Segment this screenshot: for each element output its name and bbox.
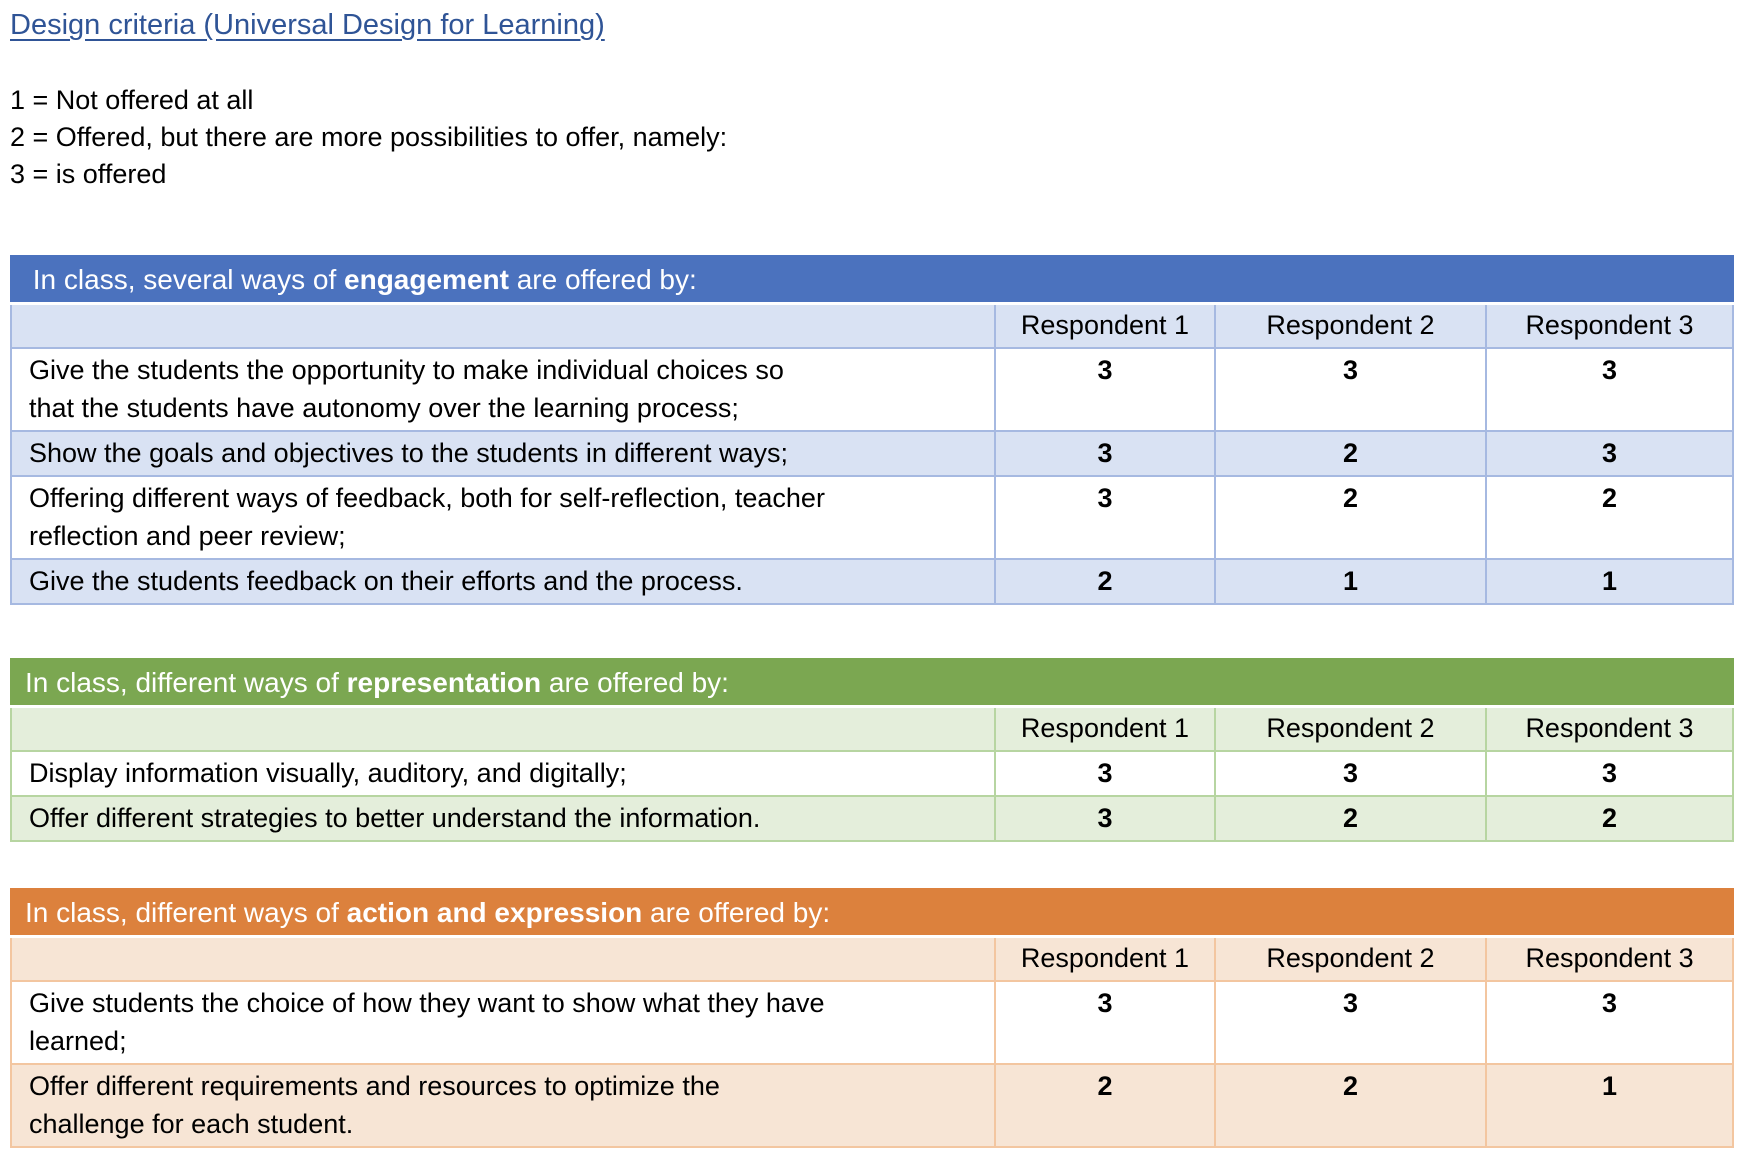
score-cell-respondent-3: 1 (1484, 1063, 1735, 1148)
legend-line-1: 1 = Not offered at all (10, 85, 254, 115)
table-row: Offer different strategies to better und… (10, 795, 1735, 842)
table-row: Give students the choice of how they wan… (10, 980, 1735, 1065)
score-cell-respondent-2: 1 (1214, 558, 1487, 605)
table-title-post: are offered by: (541, 667, 729, 698)
table-row: Display information visually, auditory, … (10, 750, 1735, 797)
criterion-cell: Offering different ways of feedback, bot… (10, 475, 996, 560)
engagement-title-band: In class, several ways of engagement are… (9, 255, 1735, 305)
column-header-row: Respondent 1 Respondent 2 Respondent 3 (10, 705, 1735, 752)
table-title-pre: In class, different ways of (25, 897, 347, 928)
column-header-row: Respondent 1 Respondent 2 Respondent 3 (10, 302, 1735, 349)
criterion-cell: Offer different strategies to better und… (10, 795, 996, 842)
column-header-respondent-1: Respondent 1 (994, 705, 1216, 752)
table-title-post: are offered by: (642, 897, 831, 928)
table-title-bold: representation (346, 667, 542, 698)
score-cell-respondent-1: 3 (994, 430, 1216, 477)
score-cell-respondent-2: 2 (1214, 1063, 1487, 1148)
column-header-respondent-2: Respondent 2 (1214, 935, 1487, 982)
engagement-table: In class, several ways of engagement are… (9, 255, 1735, 605)
column-header-respondent-3: Respondent 3 (1484, 705, 1735, 752)
score-cell-respondent-3: 3 (1484, 347, 1735, 432)
score-cell-respondent-3: 1 (1484, 558, 1735, 605)
score-cell-respondent-3: 3 (1484, 430, 1735, 477)
criterion-cell: Offer different requirements and resourc… (10, 1063, 996, 1148)
score-cell-respondent-1: 3 (994, 795, 1216, 842)
column-header-row: Respondent 1 Respondent 2 Respondent 3 (10, 935, 1735, 982)
criterion-cell: Give the students the opportunity to mak… (10, 347, 996, 432)
score-cell-respondent-3: 3 (1484, 980, 1735, 1065)
criterion-cell: Give the students feedback on their effo… (10, 558, 996, 605)
legend-line-3: 3 = is offered (10, 159, 167, 189)
score-cell-respondent-2: 2 (1214, 430, 1487, 477)
table-row: Give the students the opportunity to mak… (10, 347, 1735, 432)
score-cell-respondent-1: 3 (994, 750, 1216, 797)
score-cell-respondent-1: 3 (994, 347, 1216, 432)
column-header-respondent-1: Respondent 1 (994, 302, 1216, 349)
score-cell-respondent-2: 3 (1214, 347, 1487, 432)
score-cell-respondent-3: 2 (1484, 795, 1735, 842)
score-cell-respondent-2: 3 (1214, 980, 1487, 1065)
title-link[interactable]: Design criteria (Universal Design for Le… (10, 9, 605, 41)
score-cell-respondent-1: 2 (994, 1063, 1216, 1148)
table-title-row: In class, different ways of action and e… (9, 888, 1735, 938)
column-header-empty (10, 705, 996, 752)
table-row: Show the goals and objectives to the stu… (10, 430, 1735, 477)
column-header-empty (10, 302, 996, 349)
table-row: Offering different ways of feedback, bot… (10, 475, 1735, 560)
rating-legend: 1 = Not offered at all 2 = Offered, but … (10, 82, 1732, 193)
criterion-cell: Show the goals and objectives to the stu… (10, 430, 996, 477)
score-cell-respondent-2: 2 (1214, 475, 1487, 560)
criterion-cell: Display information visually, auditory, … (10, 750, 996, 797)
score-cell-respondent-3: 2 (1484, 475, 1735, 560)
column-header-empty (10, 935, 996, 982)
table-row: Give the students feedback on their effo… (10, 558, 1735, 605)
score-cell-respondent-3: 3 (1484, 750, 1735, 797)
action-and-expression-table: In class, different ways of action and e… (9, 888, 1735, 1148)
table-title-row: In class, different ways of representati… (9, 658, 1735, 708)
representation-table: In class, different ways of representati… (9, 658, 1735, 842)
score-cell-respondent-1: 2 (994, 558, 1216, 605)
table-title-row: In class, several ways of engagement are… (9, 255, 1735, 305)
table-title-pre: In class, several ways of (25, 264, 345, 295)
score-cell-respondent-2: 2 (1214, 795, 1487, 842)
column-header-respondent-2: Respondent 2 (1214, 705, 1487, 752)
score-cell-respondent-1: 3 (994, 980, 1216, 1065)
legend-line-2: 2 = Offered, but there are more possibil… (10, 122, 728, 152)
score-cell-respondent-2: 3 (1214, 750, 1487, 797)
representation-title-band: In class, different ways of representati… (9, 658, 1735, 708)
table-title-bold: engagement (344, 264, 509, 295)
table-title-post: are offered by: (508, 264, 697, 295)
column-header-respondent-3: Respondent 3 (1484, 302, 1735, 349)
table-title-bold: action and expression (346, 897, 643, 928)
score-cell-respondent-1: 3 (994, 475, 1216, 560)
table-title-pre: In class, different ways of (25, 667, 347, 698)
criterion-cell: Give students the choice of how they wan… (10, 980, 996, 1065)
column-header-respondent-1: Respondent 1 (994, 935, 1216, 982)
column-header-respondent-2: Respondent 2 (1214, 302, 1487, 349)
action-and-expression-title-band: In class, different ways of action and e… (9, 888, 1735, 938)
column-header-respondent-3: Respondent 3 (1484, 935, 1735, 982)
tables: In class, several ways of engagement are… (9, 255, 1735, 1148)
table-row: Offer different requirements and resourc… (10, 1063, 1735, 1148)
